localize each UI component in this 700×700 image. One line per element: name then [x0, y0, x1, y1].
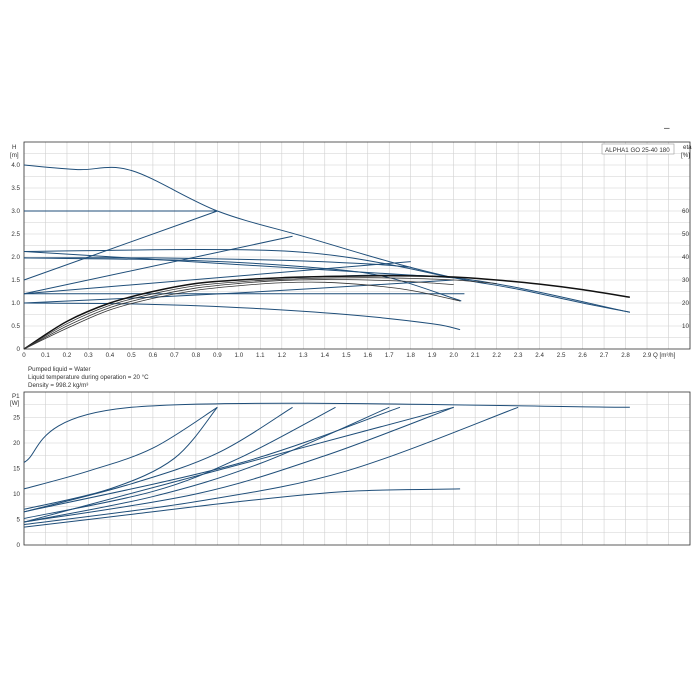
x-tick-label: 2.8	[621, 352, 630, 359]
eta-curve-1	[23, 277, 497, 350]
head-chart-frame	[23, 141, 691, 350]
x-tick-label: 0.2	[63, 352, 72, 359]
top-right-mark: –	[664, 123, 670, 134]
eta-y-tick-label: 40	[682, 254, 689, 261]
power-curve-10	[23, 406, 401, 513]
eta-y-tick-label: 20	[682, 300, 689, 307]
power-y-tick-label: 5	[17, 517, 21, 524]
model-label-box	[601, 143, 675, 155]
head-y-tick-label: 2.5	[11, 231, 20, 238]
head-curve-2	[23, 249, 454, 279]
power-curve-7	[23, 406, 519, 526]
eta-y-tick-label: 10	[682, 323, 689, 330]
power-y-tick-label: 0	[17, 542, 21, 549]
power-y-ticks: 0 5 10 15 20 25	[13, 415, 20, 550]
x-tick-label: 1.8	[406, 352, 415, 359]
head-y-tick-label: 2.0	[11, 254, 20, 261]
eta-curve-2	[23, 279, 454, 350]
x-tick-label: 1.7	[385, 352, 394, 359]
x-tick-label: 1.0	[235, 352, 244, 359]
x-tick-label: 0.4	[106, 352, 115, 359]
x-tick-label: 1.9	[428, 352, 437, 359]
head-chart-grid	[23, 142, 691, 349]
info-line-temperature: Liquid temperature during operation = 20…	[28, 374, 149, 381]
x-tick-label: 2.6	[578, 352, 587, 359]
power-curves	[23, 402, 630, 528]
eta-y-tick-label: 30	[682, 277, 689, 284]
power-y-tick-label: 20	[13, 440, 20, 447]
head-y-tick-label: 3.5	[11, 185, 20, 192]
eta-curve-0	[23, 274, 630, 350]
head-y-tick-label: 3.0	[11, 208, 20, 215]
x-tick-label: 2.7	[600, 352, 609, 359]
head-y-tick-label: 4.0	[11, 162, 20, 169]
power-chart-grid	[23, 392, 691, 545]
x-tick-label: 2.1	[471, 352, 480, 359]
x-tick-label: 0.9	[213, 352, 222, 359]
x-tick-label: 0	[22, 352, 26, 359]
flow-axis-label: Q [m³/h]	[653, 352, 676, 359]
x-tick-label: 0.1	[41, 352, 50, 359]
power-chart-frame	[23, 391, 691, 546]
eta-y-ticks: 10 20 30 40 50 60	[682, 208, 689, 330]
x-tick-label: 1.5	[342, 352, 351, 359]
x-tick-label: 1.2	[278, 352, 287, 359]
x-tick-label: 2.5	[557, 352, 566, 359]
eta-axis-label-line2: [%]	[681, 152, 690, 159]
head-curve-8	[23, 261, 411, 295]
x-tick-label: 2.2	[492, 352, 501, 359]
x-tick-label: 2.9	[643, 352, 652, 359]
head-curve-3	[23, 257, 411, 268]
model-label: ALPHA1 GO 25-40 180	[605, 147, 670, 154]
x-tick-label: 2.0	[449, 352, 458, 359]
power-curve-1	[23, 406, 218, 490]
eta-curve-3	[23, 281, 461, 350]
power-y-tick-label: 25	[13, 415, 20, 422]
head-curve-10	[23, 250, 454, 279]
power-y-tick-label: 10	[13, 491, 20, 498]
head-curve-0	[23, 164, 630, 313]
x-tick-label: 1.4	[320, 352, 329, 359]
head-curve-11	[23, 257, 462, 302]
x-tick-label: 0.5	[127, 352, 136, 359]
power-axis-label-line1: P1	[12, 393, 20, 400]
eta-y-tick-label: 50	[682, 231, 689, 238]
x-tick-label: 1.3	[299, 352, 308, 359]
x-tick-label: 1.1	[256, 352, 265, 359]
eta-curves	[23, 274, 630, 350]
power-curve-0	[23, 402, 630, 463]
head-x-ticks: 0 0.1 0.2 0.3 0.4 0.5 0.6 0.7 0.8 0.9 1.0 1.1 1.2 1.3…	[22, 352, 652, 359]
power-curve-8	[23, 488, 461, 528]
head-curve-9	[23, 279, 454, 304]
power-curve-3	[23, 406, 293, 513]
x-tick-label: 0.3	[84, 352, 93, 359]
info-line-pumped-liquid: Pumped liquid = Water	[28, 366, 91, 373]
info-line-density: Density = 998.2 kg/m³	[28, 382, 88, 389]
x-tick-label: 0.7	[170, 352, 179, 359]
head-y-tick-label: 1.5	[11, 277, 20, 284]
head-y-tick-label: 1.0	[11, 300, 20, 307]
power-axis-label-line2: [W]	[10, 400, 20, 407]
power-y-tick-label: 15	[13, 466, 20, 473]
head-y-tick-label: 0.5	[11, 323, 20, 330]
eta-y-tick-label: 60	[682, 208, 689, 215]
x-tick-label: 0.6	[149, 352, 158, 359]
power-curve-6	[23, 406, 454, 523]
eta-axis-label-line1: eta	[683, 144, 692, 151]
x-tick-label: 0.8	[192, 352, 201, 359]
head-curve-7	[23, 235, 293, 295]
x-tick-label: 1.6	[363, 352, 372, 359]
x-tick-label: 2.3	[514, 352, 523, 359]
head-y-tick-label: 0	[17, 346, 21, 353]
head-axis-label-line1: H	[12, 144, 16, 151]
head-axis-label-line2: [m]	[10, 152, 19, 159]
head-curves	[23, 164, 630, 331]
head-curve-5	[23, 302, 461, 331]
power-curve-9	[23, 406, 454, 523]
x-tick-label: 2.4	[535, 352, 544, 359]
power-curve-2	[23, 406, 218, 510]
head-curve-6	[23, 210, 218, 281]
head-y-ticks: 0 0.5 1.0 1.5 2.0 2.5 3.0 3.5 4.0	[11, 162, 20, 353]
